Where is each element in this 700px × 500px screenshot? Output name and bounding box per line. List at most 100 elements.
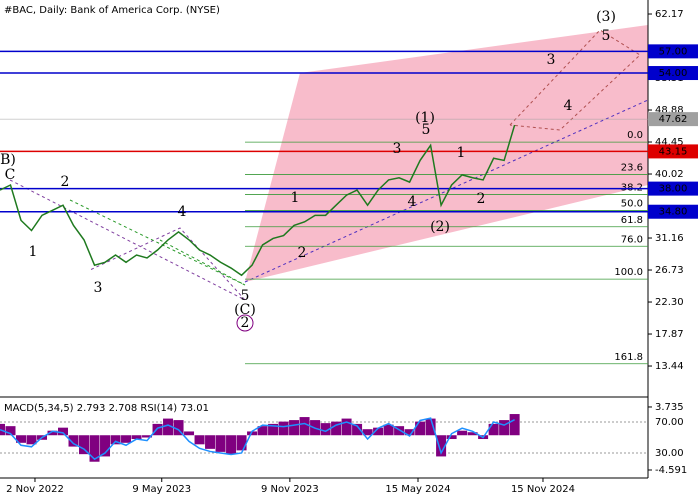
macd-bar (268, 423, 279, 436)
wave-label: 1 (457, 145, 466, 161)
level-box (648, 112, 698, 127)
y-tick-label: 44.45 (655, 137, 684, 148)
macd-bar (100, 435, 111, 457)
wave-label: C (5, 167, 16, 183)
macd-bar (446, 435, 457, 440)
y-tick-label: 62.17 (655, 9, 684, 20)
macd-bar (58, 427, 69, 436)
wave-label: 5 (422, 122, 431, 138)
level-label: 57.00 (659, 46, 688, 57)
macd-bar (110, 435, 121, 445)
wave-label: (2) (430, 219, 450, 235)
x-tick-label: 15 May 2024 (385, 484, 450, 495)
macd-bar (131, 435, 142, 440)
wave-projection (69, 199, 246, 286)
x-tick-label: 9 May 2023 (132, 484, 191, 495)
y-tick-label: -4.591 (655, 465, 687, 476)
wave-label: B) (0, 152, 16, 168)
wave-label: 5 (602, 28, 611, 44)
macd-bar (457, 430, 468, 436)
wave-label: (C) (234, 302, 256, 318)
wave-label: 3 (547, 52, 556, 68)
wave-label: 2 (61, 174, 70, 190)
level-label: 47.62 (659, 114, 688, 125)
macd-bar (215, 435, 226, 452)
macd-bar (16, 435, 27, 443)
macd-bar (383, 424, 394, 436)
y-tick-label: 13.44 (655, 361, 684, 372)
wave-label: 4 (408, 194, 417, 210)
macd-bar (320, 423, 331, 436)
fib-label: 161.8 (614, 352, 643, 363)
level-box (648, 44, 698, 59)
macd-bar (425, 418, 436, 436)
macd-bar (68, 435, 79, 447)
level-box (648, 66, 698, 81)
macd-bar (467, 432, 478, 436)
macd-bar (5, 426, 16, 436)
level-box (648, 181, 698, 196)
x-tick-label: 2 Nov 2022 (6, 484, 64, 495)
macd-bar (236, 435, 247, 451)
wave-label: 1 (291, 190, 300, 206)
y-tick-label: 26.73 (655, 265, 684, 276)
macd-bar (289, 420, 300, 436)
macd-bar (194, 435, 205, 445)
y-tick-label: 17.87 (655, 329, 684, 340)
y2-tick-label: 70.00 (655, 417, 684, 428)
fib-label: 50.0 (621, 199, 643, 210)
target-zone (245, 25, 648, 282)
macd-bar (331, 421, 342, 436)
wave-label: 1 (29, 244, 38, 260)
level-label: 43.15 (659, 146, 688, 157)
macd-bar (226, 435, 237, 455)
fib-label: 76.0 (621, 234, 643, 245)
channel-line (244, 99, 649, 283)
macd-bar (121, 435, 132, 443)
macd-bar (205, 435, 216, 449)
wave-label: 2 (477, 191, 486, 207)
y-tick-label: 48.88 (655, 105, 684, 116)
macd-bar (499, 420, 510, 436)
macd-bar (509, 414, 520, 436)
macd-bar (89, 435, 100, 462)
level-label: 34.80 (659, 207, 688, 218)
macd-bar (79, 435, 90, 455)
macd-bar (173, 420, 184, 436)
wave-label: 2 (241, 315, 250, 331)
macd-bar (278, 421, 289, 436)
y-tick-label: 40.02 (655, 169, 684, 180)
macd-bar (404, 429, 415, 436)
wave-label: 3 (393, 141, 402, 157)
fib-label: 0.0 (627, 130, 643, 141)
x-tick-label: 15 Nov 2024 (511, 484, 575, 495)
macd-bar (373, 427, 384, 436)
macd-bar (0, 423, 5, 436)
macd-bar (152, 423, 163, 436)
x-tick-label: 9 Nov 2023 (261, 484, 319, 495)
macd-bar (299, 417, 310, 436)
y-tick-label: 22.30 (655, 297, 684, 308)
chart-title: #BAC, Daily: Bank of America Corp. (NYSE… (4, 5, 220, 16)
level-label: 38.00 (659, 184, 688, 195)
wave-label: 3 (94, 280, 103, 296)
wave-label: 4 (564, 98, 573, 114)
rsi-line (0, 417, 515, 461)
macd-bar (47, 430, 58, 436)
macd-bar (142, 435, 153, 438)
level-box (648, 204, 698, 219)
wave-label: 2 (298, 245, 307, 261)
wave-label: 4 (178, 204, 187, 220)
wave-circle (236, 314, 254, 332)
y-tick-label: 3.735 (655, 402, 684, 413)
macd-bar (415, 421, 426, 436)
macd-bar (341, 418, 352, 436)
level-label: 54.00 (659, 68, 688, 79)
fib-label: 100.0 (614, 267, 643, 278)
macd-bar (257, 426, 268, 436)
macd-bar (394, 426, 405, 436)
wave-label: 5 (241, 288, 250, 304)
wave-projection (9, 179, 246, 301)
macd-bar (26, 435, 37, 445)
